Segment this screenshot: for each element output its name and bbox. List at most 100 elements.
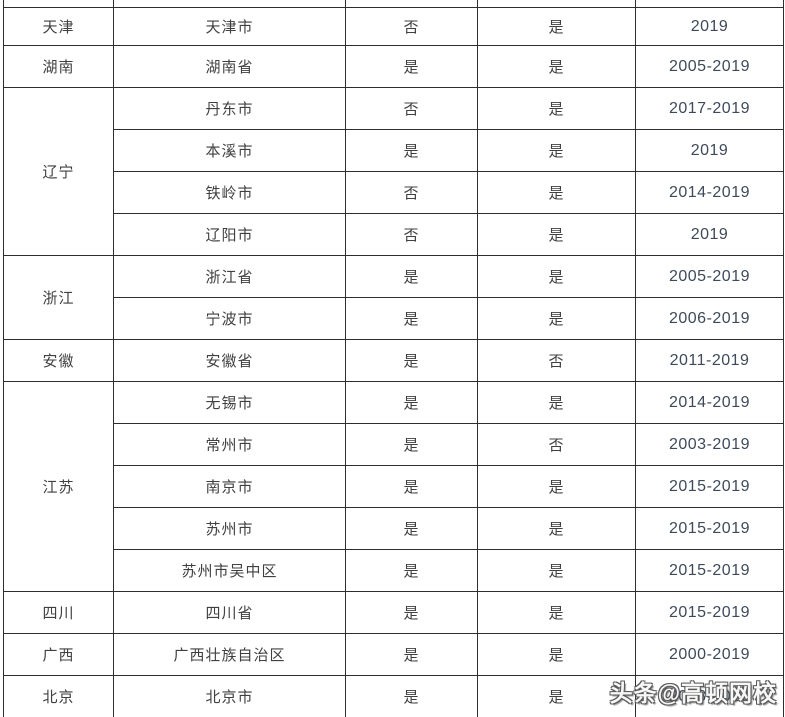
flag2-cell: 是 xyxy=(477,45,636,88)
region-cell: 天津市 xyxy=(113,7,346,46)
years-cell: 2019 xyxy=(635,213,784,256)
flag2-cell: 是 xyxy=(477,633,636,676)
years-cell: 2011-2019 xyxy=(635,339,784,382)
region-cell: 湖南省 xyxy=(113,45,346,88)
years-cell: 2005-2019 xyxy=(635,45,784,88)
flag1-cell: 是 xyxy=(345,339,478,382)
province-cell: 湖南 xyxy=(3,45,114,88)
flag2-cell xyxy=(477,0,636,8)
years-cell: 2015-2019 xyxy=(635,549,784,592)
years-cell: 2014-2019 xyxy=(635,171,784,214)
flag1-cell: 是 xyxy=(345,549,478,592)
region-cell: 安徽省 xyxy=(113,339,346,382)
table-row: 广西 广西壮族自治区 是 是 2000-2019 xyxy=(3,633,784,676)
flag2-cell: 是 xyxy=(477,297,636,340)
table-row: 铁岭市 否 是 2014-2019 xyxy=(4,171,784,214)
years-cell: 2019 xyxy=(635,7,784,46)
toutiao-watermark: 头条@高顿网校 xyxy=(609,680,777,706)
flag1-cell: 是 xyxy=(345,255,478,298)
table-row: 南京市 是 是 2015-2019 xyxy=(4,465,784,508)
table-row-cropped xyxy=(3,0,784,8)
region-cell xyxy=(113,0,346,8)
table-row: 苏州市 是 是 2015-2019 xyxy=(4,507,784,550)
flag1-cell xyxy=(345,0,478,8)
table-row: 江苏 无锡市 是 是 2014-2019 xyxy=(3,381,784,592)
table-row: 浙江 浙江省 是 是 2005-2019 xyxy=(3,255,784,340)
years-cell: 2006-2019 xyxy=(635,297,784,340)
flag1-cell: 否 xyxy=(345,87,478,130)
province-cell: 广西 xyxy=(3,633,114,676)
flag1-cell: 否 xyxy=(345,171,478,214)
flag2-cell: 是 xyxy=(477,129,636,172)
years-cell: 2017-2019 xyxy=(635,87,784,130)
province-cell: 四川 xyxy=(3,591,114,634)
flag1-cell: 是 xyxy=(345,591,478,634)
flag1-cell: 是 xyxy=(345,423,478,466)
province-cell: 天津 xyxy=(3,7,114,46)
province-cell: 安徽 xyxy=(3,339,114,382)
table-row: 天津 天津市 否 是 2019 xyxy=(3,7,784,46)
flag2-cell: 是 xyxy=(477,591,636,634)
flag2-cell: 是 xyxy=(477,507,636,550)
region-cell: 北京市 xyxy=(113,675,346,717)
years-cell: 2018-2019 xyxy=(635,675,784,717)
flag2-cell: 是 xyxy=(477,549,636,592)
table-row: 四川 四川省 是 是 2015-2019 xyxy=(3,591,784,634)
region-cell: 苏州市 xyxy=(113,507,346,550)
years-cell xyxy=(635,0,784,8)
years-cell: 2000-2019 xyxy=(635,633,784,676)
years-cell: 2015-2019 xyxy=(635,507,784,550)
province-cell xyxy=(3,0,114,8)
flag2-cell: 是 xyxy=(477,255,636,298)
region-cell: 浙江省 xyxy=(113,255,346,298)
flag1-cell: 是 xyxy=(345,381,478,424)
years-cell: 2019 xyxy=(635,129,784,172)
flag2-cell: 是 xyxy=(477,7,636,46)
region-cell: 南京市 xyxy=(113,465,346,508)
table-row: 常州市 是 否 2003-2019 xyxy=(4,423,784,466)
region-cell: 辽阳市 xyxy=(113,213,346,256)
table-row: 北京 北京市 是 是 2018-2019 xyxy=(3,675,784,717)
table-row: 辽阳市 否 是 2019 xyxy=(4,213,784,256)
flag2-cell: 否 xyxy=(477,423,636,466)
flag2-cell: 是 xyxy=(477,381,636,424)
flag2-cell: 是 xyxy=(477,465,636,508)
years-cell: 2005-2019 xyxy=(635,255,784,298)
flag2-cell: 是 xyxy=(477,87,636,130)
province-cell: 江苏 xyxy=(3,381,114,592)
region-cell: 丹东市 xyxy=(113,87,346,130)
flag2-cell: 是 xyxy=(477,675,636,717)
years-cell: 2015-2019 xyxy=(635,465,784,508)
region-cell: 广西壮族自治区 xyxy=(113,633,346,676)
table-row: 湖南 湖南省 是 是 2005-2019 xyxy=(3,45,784,88)
table-row: 安徽 安徽省 是 否 2011-2019 xyxy=(3,339,784,382)
years-cell: 2003-2019 xyxy=(635,423,784,466)
flag2-cell: 否 xyxy=(477,339,636,382)
region-cell: 苏州市吴中区 xyxy=(113,549,346,592)
region-cell: 本溪市 xyxy=(113,129,346,172)
province-cell: 浙江 xyxy=(3,255,114,340)
flag1-cell: 否 xyxy=(345,213,478,256)
flag1-cell: 是 xyxy=(345,297,478,340)
table-row: 辽宁 丹东市 否 是 2017-2019 xyxy=(3,87,784,256)
flag1-cell: 否 xyxy=(345,7,478,46)
region-cell: 常州市 xyxy=(113,423,346,466)
region-cell: 无锡市 xyxy=(113,381,346,424)
flag1-cell: 是 xyxy=(345,465,478,508)
table-row: 宁波市 是 是 2006-2019 xyxy=(4,297,784,340)
table-row: 本溪市 是 是 2019 xyxy=(4,129,784,172)
flag1-cell: 是 xyxy=(345,675,478,717)
province-cell: 北京 xyxy=(3,675,114,717)
region-cell: 四川省 xyxy=(113,591,346,634)
years-cell: 2014-2019 xyxy=(635,381,784,424)
flag1-cell: 是 xyxy=(345,633,478,676)
years-cell: 2015-2019 xyxy=(635,591,784,634)
flag2-cell: 是 xyxy=(477,213,636,256)
flag1-cell: 是 xyxy=(345,45,478,88)
province-disclosure-table: 天津 天津市 否 是 2019 湖南 湖南省 是 是 2005-2019 辽宁 … xyxy=(3,0,784,717)
flag1-cell: 是 xyxy=(345,507,478,550)
flag1-cell: 是 xyxy=(345,129,478,172)
province-cell: 辽宁 xyxy=(3,87,114,256)
region-cell: 铁岭市 xyxy=(113,171,346,214)
